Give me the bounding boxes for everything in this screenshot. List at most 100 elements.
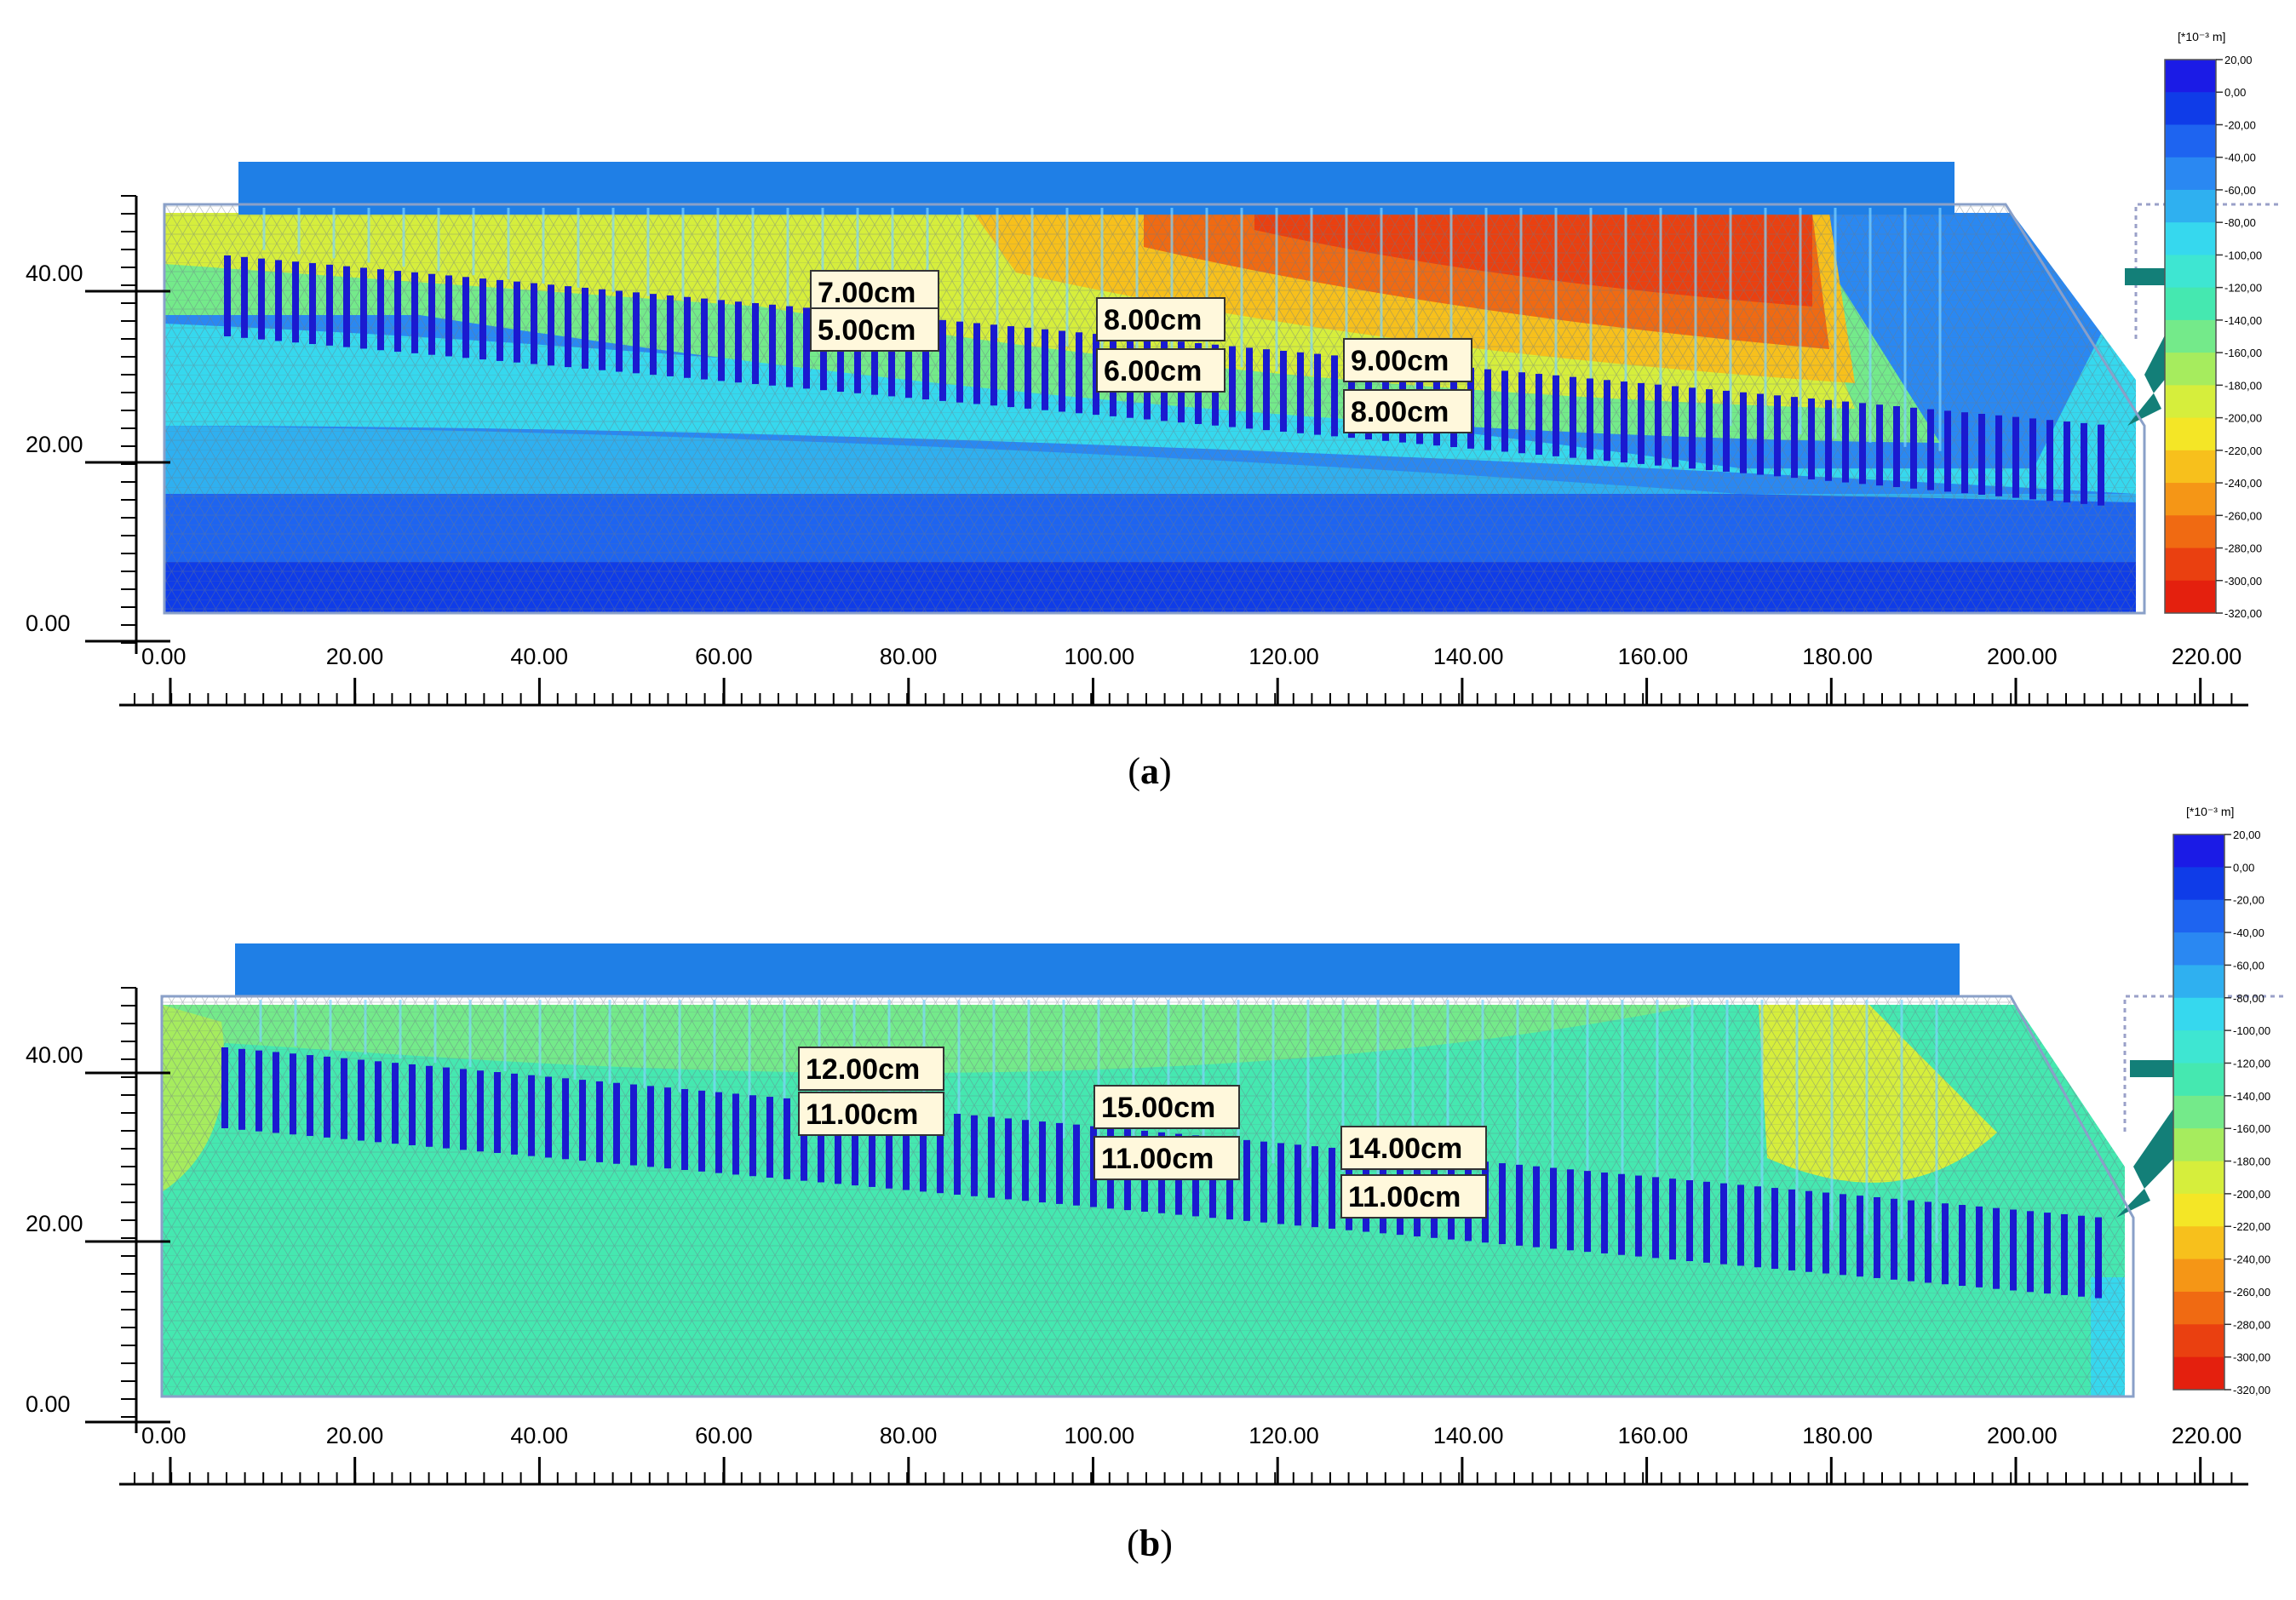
pile [956, 321, 963, 403]
model-outline [160, 995, 2135, 1398]
x-tick-label: 180.00 [1802, 1423, 1873, 1448]
pile [1808, 398, 1815, 479]
colorbar-label: 20,00 [2233, 829, 2261, 841]
pile [1723, 390, 1730, 472]
pile [715, 1092, 722, 1173]
pile [426, 1065, 433, 1147]
pile [2061, 1213, 2068, 1295]
pile [613, 1082, 620, 1164]
pile [801, 1099, 807, 1181]
pile [684, 296, 691, 378]
colorbar-label: -220,00 [2233, 1220, 2270, 1233]
pile [871, 313, 878, 395]
colorbar-label: -180,00 [2224, 379, 2262, 392]
model-outline [163, 203, 2146, 615]
annotation-box-top [1343, 338, 1472, 382]
colorbar-swatch [2165, 92, 2216, 125]
pile [988, 1116, 995, 1198]
x-tick-label: 120.00 [1248, 644, 1319, 669]
pile [409, 1064, 416, 1145]
colorbar-label: -160,00 [2224, 347, 2262, 359]
annotation-box-bottom [1340, 1174, 1487, 1219]
x-tick-label: 100.00 [1065, 1423, 1135, 1448]
colorbar-swatch [2165, 189, 2216, 223]
caption-a-letter: a [1140, 750, 1159, 792]
pile [1025, 327, 1031, 409]
pile [1550, 1167, 1557, 1249]
pile [1499, 1163, 1506, 1245]
pile [511, 1073, 518, 1155]
colorbar-swatch [2165, 483, 2216, 516]
y-tick-label: 0.00 [26, 611, 71, 636]
pile [1297, 352, 1304, 433]
annotation-box-top [1093, 1085, 1240, 1129]
pile [1857, 1196, 1863, 1277]
colorbar-label: -100,00 [2233, 1024, 2270, 1037]
pile [531, 283, 537, 364]
pile [1771, 1188, 1778, 1270]
pile [1686, 1180, 1693, 1262]
y-tick-label: 0.00 [26, 1391, 71, 1417]
pile [324, 1056, 330, 1138]
colorbar-label: -120,00 [2224, 282, 2262, 295]
colorbar-swatch [2173, 1291, 2224, 1325]
y-tick-label: 40.00 [26, 1042, 83, 1068]
x-tick-label: 160.00 [1618, 644, 1689, 669]
pile [1618, 1173, 1625, 1255]
settlement-annotations: 7.00cm 5.00cm 8.00cm 6.00cm 9.00cm 8.00cm [810, 270, 1472, 433]
pile [360, 267, 367, 349]
x-tick-label: 160.00 [1618, 1423, 1689, 1448]
pile [1638, 382, 1645, 464]
pile [514, 281, 520, 363]
pile [494, 1072, 501, 1154]
pile [479, 278, 486, 360]
pile [1822, 1192, 1829, 1274]
x-tick-label: 0.00 [141, 644, 187, 669]
x-tick-label: 40.00 [510, 1423, 568, 1448]
pile [599, 289, 606, 370]
pile [1312, 1146, 1318, 1228]
pile [1039, 1121, 1046, 1203]
colorbar-swatch [2165, 319, 2216, 353]
y-axis: 40.00 20.00 0.00 [26, 195, 170, 654]
pile [681, 1088, 688, 1170]
x-tick-label: 220.00 [2172, 644, 2242, 669]
colorbar-label: -140,00 [2233, 1090, 2270, 1103]
colorbar-label: -40,00 [2224, 152, 2256, 164]
pile [596, 1081, 603, 1162]
pile [2012, 416, 2019, 498]
colorbar-label: -260,00 [2233, 1286, 2270, 1299]
pile [1314, 353, 1321, 435]
colorbar-label: -120,00 [2233, 1057, 2270, 1070]
pile [528, 1075, 535, 1156]
pile [1243, 1139, 1250, 1221]
pile [428, 273, 435, 355]
colorbar-label: 0,00 [2224, 86, 2246, 99]
annotation-box-top [810, 270, 939, 314]
pile [292, 261, 299, 343]
colorbar-swatch [2165, 385, 2216, 419]
colorbar-swatch [2165, 287, 2216, 321]
pile [769, 304, 776, 386]
caption-b: (b) [1127, 1523, 1173, 1564]
pile [1042, 329, 1048, 410]
x-axis: 0.00 20.00 40.00 60.00 80.00 100.00 120.00 140.… [119, 644, 2248, 707]
colorbar-label: -80,00 [2233, 992, 2264, 1005]
pile [343, 266, 350, 347]
colorbar-label: -200,00 [2233, 1188, 2270, 1201]
pile [1022, 1120, 1029, 1201]
pile [1005, 1118, 1012, 1200]
pile [664, 1087, 671, 1169]
pile [392, 1063, 399, 1144]
pile [445, 275, 452, 357]
pile [375, 1061, 382, 1143]
pile [497, 279, 503, 361]
colorbar-label: -180,00 [2233, 1156, 2270, 1168]
pile [920, 1110, 927, 1192]
pile [2081, 422, 2087, 504]
colorbar-label: -60,00 [2224, 184, 2256, 197]
pile [1672, 386, 1679, 467]
pile [1533, 1166, 1540, 1247]
pile [290, 1053, 296, 1135]
